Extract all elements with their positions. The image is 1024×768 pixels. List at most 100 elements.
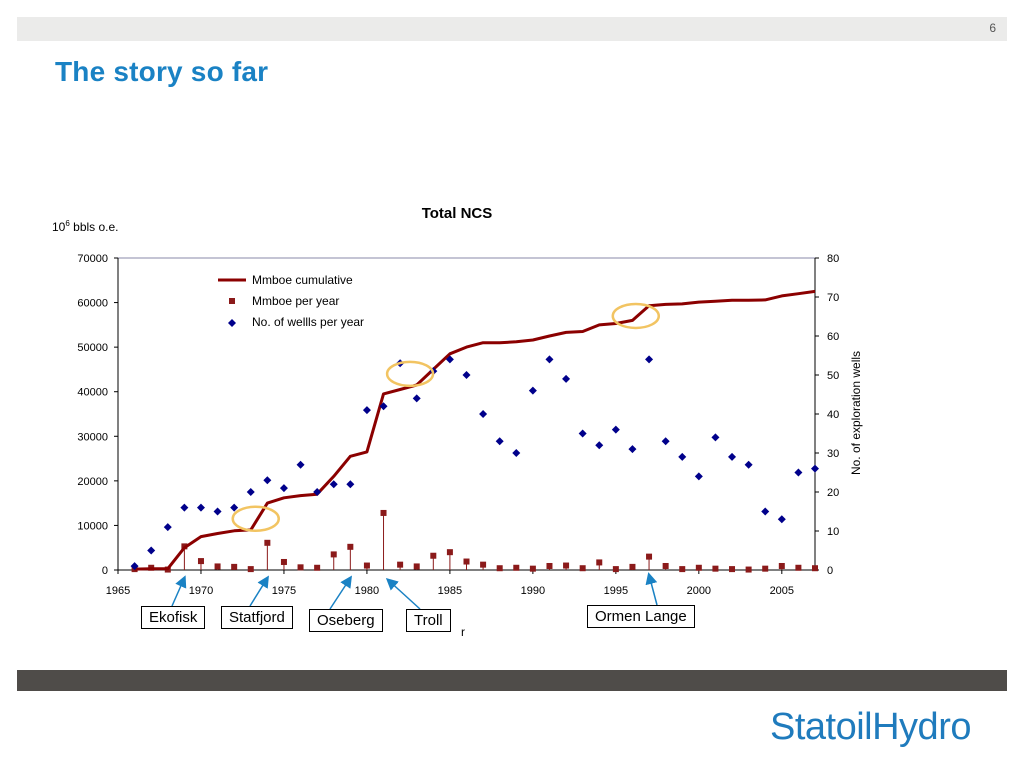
annotation-arrow <box>385 577 421 610</box>
right-tick-label: 60 <box>827 331 839 343</box>
wells-per-year-point <box>313 488 322 496</box>
x-tick-label: 1965 <box>106 585 130 597</box>
left-tick-label: 50000 <box>77 342 108 354</box>
mmboe-per-year-point <box>612 566 619 573</box>
mmboe-per-year-point <box>596 559 603 566</box>
wells-per-year-point <box>279 484 288 493</box>
wells-per-year-point <box>811 464 819 473</box>
company-logo: StatoilHydro <box>770 706 971 748</box>
wells-per-year-point <box>180 503 189 512</box>
right-tick-label: 70 <box>827 292 839 304</box>
left-tick-label: 20000 <box>77 476 108 488</box>
mmboe-per-year-point <box>496 565 503 572</box>
annotation-oseberg: Oseberg <box>309 609 383 632</box>
wells-per-year-point <box>711 433 720 442</box>
mmboe-per-year-point <box>778 562 785 569</box>
x-tick-label: 1985 <box>438 585 462 597</box>
wells-per-year-point <box>661 437 670 446</box>
mmboe-per-year-point <box>413 563 420 570</box>
mmboe-per-year-point <box>662 562 669 569</box>
legend-square-symbol <box>229 298 235 304</box>
legend-label-per-year: Mmboe per year <box>252 294 339 308</box>
right-tick-label: 30 <box>827 448 839 460</box>
wells-per-year-point <box>445 355 454 364</box>
wells-per-year-point <box>512 449 521 457</box>
wells-per-year-point <box>728 452 737 461</box>
left-tick-label: 0 <box>102 565 108 577</box>
mmboe-per-year-point <box>529 565 536 572</box>
wells-per-year-point <box>346 480 355 489</box>
mmboe-per-year-point <box>795 564 802 571</box>
slide-number: 6 <box>989 21 996 35</box>
wells-per-year-point <box>578 429 587 438</box>
wells-per-year-point <box>678 452 687 461</box>
annotation-arrow <box>329 575 352 610</box>
slide-title: The story so far <box>55 56 269 87</box>
wells-per-year-point <box>379 402 388 411</box>
mmboe-per-year-point <box>812 565 818 572</box>
legend-diamond-symbol <box>228 319 236 327</box>
left-tick-label: 70000 <box>77 253 108 265</box>
mmboe-per-year-point <box>397 561 404 568</box>
chart-title: Total NCS <box>422 205 493 222</box>
wells-per-year-point <box>611 425 620 434</box>
wells-per-year-point <box>595 441 604 450</box>
right-tick-label: 40 <box>827 409 839 421</box>
x-tick-label: 2000 <box>687 585 711 597</box>
mmboe-per-year-point <box>347 543 354 550</box>
wells-per-year-point <box>196 503 205 512</box>
mmboe-per-year-point <box>446 549 453 556</box>
mmboe-per-year-point <box>513 564 520 571</box>
right-tick-label: 10 <box>827 526 839 538</box>
mmboe-per-year-point <box>214 563 221 570</box>
wells-per-year-point <box>412 394 421 403</box>
mmboe-per-year-point <box>729 566 736 573</box>
wells-per-year-point <box>694 472 703 481</box>
mmboe-per-year-point <box>712 565 719 572</box>
mmboe-per-year-point <box>380 509 387 516</box>
mmboe-per-year-point <box>430 552 437 559</box>
wells-per-year-point <box>163 523 172 532</box>
x-tick-label: 1975 <box>272 585 296 597</box>
x-tick-label: 2005 <box>770 585 794 597</box>
wells-per-year-point <box>213 507 222 516</box>
wells-per-year-point <box>362 406 371 415</box>
wells-per-year-point <box>296 460 305 469</box>
chart: Total NCS 106 bbls o.e. No. of explorati… <box>52 205 863 639</box>
right-tick-label: 50 <box>827 370 839 382</box>
x-tick-label: 1970 <box>189 585 213 597</box>
mmboe-per-year-point <box>330 551 337 558</box>
mmboe-per-year-point <box>264 539 271 546</box>
mmboe-per-year-point <box>745 566 752 573</box>
mmboe-per-year-point <box>314 564 321 571</box>
mmboe-per-year-point <box>563 562 570 569</box>
highlight-ellipse <box>231 505 280 532</box>
mmboe-per-year-point <box>197 558 204 565</box>
x-tick-label: 1980 <box>355 585 379 597</box>
wells-per-year-point <box>130 562 139 571</box>
x-axis-label: r <box>461 625 465 639</box>
mmboe-per-year-point <box>231 563 238 570</box>
wells-per-year-point <box>329 480 338 489</box>
wells-per-year-point <box>744 460 753 469</box>
wells-per-year-point <box>495 437 504 446</box>
annotation-ormen-lange: Ormen Lange <box>587 605 695 628</box>
mmboe-per-year-point <box>546 562 553 569</box>
wells-per-year-point <box>777 515 786 524</box>
mmboe-per-year-point <box>679 566 686 573</box>
wells-per-year-point <box>528 386 537 395</box>
mmboe-per-year-point <box>646 553 653 560</box>
right-tick-label: 20 <box>827 487 839 499</box>
highlight-ellipse <box>385 360 435 388</box>
mmboe-per-year-point <box>247 566 254 573</box>
right-tick-label: 0 <box>827 565 833 577</box>
top-bar <box>17 17 1007 41</box>
mmboe-per-year-point <box>762 565 769 572</box>
wells-per-year-point <box>263 476 272 485</box>
left-tick-label: 10000 <box>77 520 108 532</box>
wells-per-year-point <box>562 374 571 383</box>
mmboe-per-year-point <box>480 561 487 568</box>
wells-per-year-point <box>246 488 255 496</box>
annotation-arrow <box>171 575 187 607</box>
annotation-troll: Troll <box>406 609 451 632</box>
